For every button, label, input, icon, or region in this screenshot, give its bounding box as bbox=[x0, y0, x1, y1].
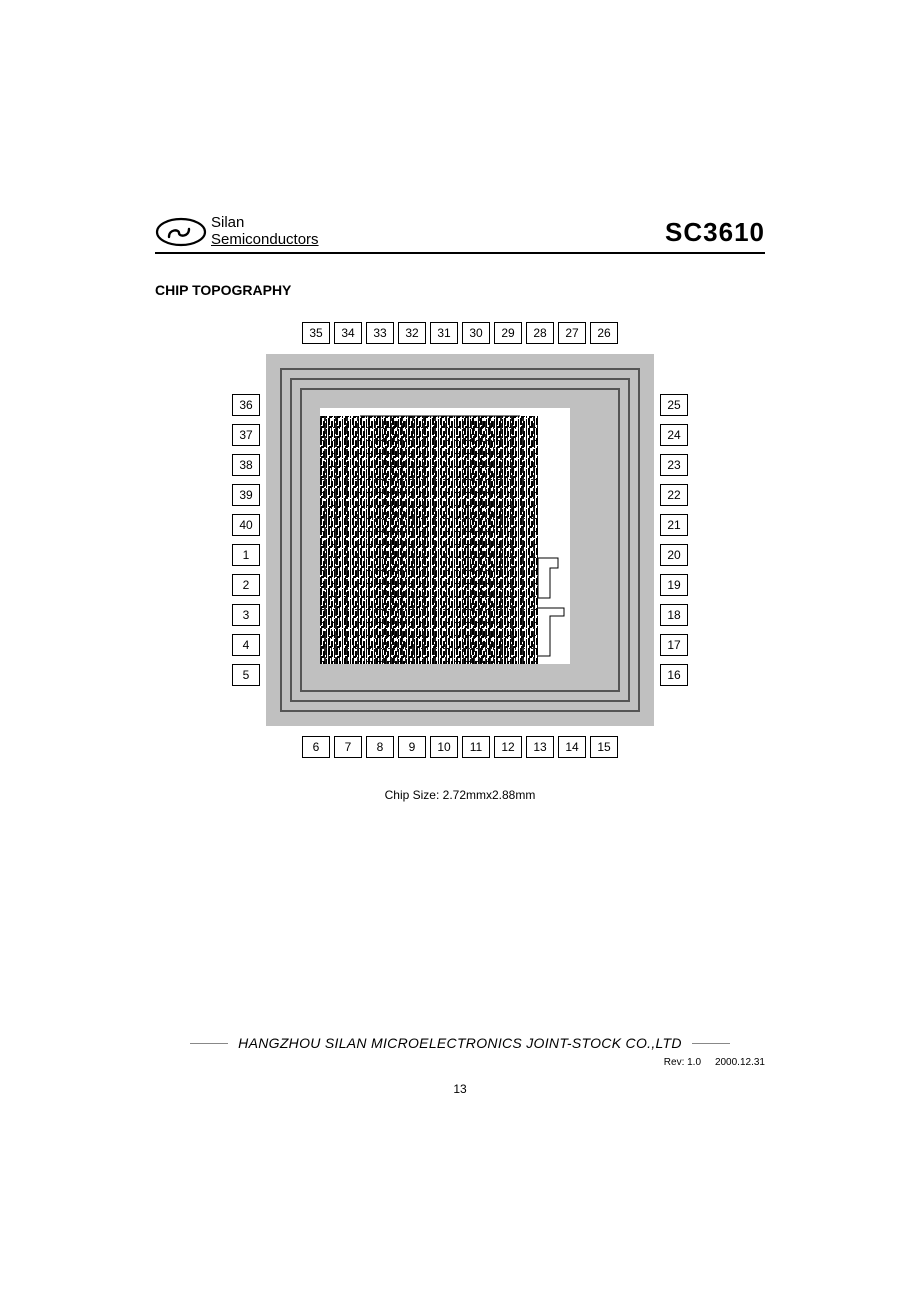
page-header: Silan Semiconductors SC3610 bbox=[155, 215, 765, 254]
pin-label: 7 bbox=[334, 736, 362, 758]
pin-label: 33 bbox=[366, 322, 394, 344]
chip-topography-figure: 35343332313029282726 363738394012345 bbox=[230, 322, 690, 802]
footer-rev-line: Rev: 1.0 2000.12.31 bbox=[155, 1057, 765, 1068]
pin-label: 6 bbox=[302, 736, 330, 758]
pin-label: 2 bbox=[232, 574, 260, 596]
chip-size-label: Chip Size: 2.72mmx2.88mm bbox=[230, 788, 690, 802]
part-number: SC3610 bbox=[665, 217, 765, 248]
pin-label: 40 bbox=[232, 514, 260, 536]
pin-label: 35 bbox=[302, 322, 330, 344]
pin-label: 39 bbox=[232, 484, 260, 506]
die-core bbox=[320, 408, 570, 664]
pin-label: 31 bbox=[430, 322, 458, 344]
pin-label: 23 bbox=[660, 454, 688, 476]
pin-label: 10 bbox=[430, 736, 458, 758]
pin-row-top: 35343332313029282726 bbox=[230, 322, 690, 344]
datasheet-page: Silan Semiconductors SC3610 CHIP TOPOGRA… bbox=[155, 215, 765, 802]
pin-label: 4 bbox=[232, 634, 260, 656]
footer-date: 2000.12.31 bbox=[715, 1057, 765, 1068]
page-number: 13 bbox=[155, 1082, 765, 1096]
footer-rev: Rev: 1.0 bbox=[664, 1057, 701, 1068]
pin-label: 34 bbox=[334, 322, 362, 344]
pin-label: 37 bbox=[232, 424, 260, 446]
footer-company: HANGZHOU SILAN MICROELECTRONICS JOINT-ST… bbox=[228, 1035, 692, 1051]
brand-line2: Semiconductors bbox=[211, 232, 319, 249]
pin-label: 38 bbox=[232, 454, 260, 476]
page-footer: HANGZHOU SILAN MICROELECTRONICS JOINT-ST… bbox=[155, 1035, 765, 1096]
die-layout-texture bbox=[320, 408, 570, 664]
pin-label: 3 bbox=[232, 604, 260, 626]
section-title: CHIP TOPOGRAPHY bbox=[155, 282, 765, 298]
pin-label: 8 bbox=[366, 736, 394, 758]
pin-label: 22 bbox=[660, 484, 688, 506]
pin-label: 24 bbox=[660, 424, 688, 446]
pin-label: 32 bbox=[398, 322, 426, 344]
pin-label: 11 bbox=[462, 736, 490, 758]
pin-label: 26 bbox=[590, 322, 618, 344]
brand-block: Silan Semiconductors bbox=[155, 215, 319, 248]
pin-label: 15 bbox=[590, 736, 618, 758]
pin-label: 1 bbox=[232, 544, 260, 566]
pin-label: 12 bbox=[494, 736, 522, 758]
pin-label: 9 bbox=[398, 736, 426, 758]
silan-logo-icon bbox=[155, 216, 207, 248]
pin-label: 5 bbox=[232, 664, 260, 686]
pin-label: 14 bbox=[558, 736, 586, 758]
pin-label: 19 bbox=[660, 574, 688, 596]
pin-label: 30 bbox=[462, 322, 490, 344]
chip-mid: 363738394012345 bbox=[230, 354, 690, 726]
brand-line1: Silan bbox=[211, 215, 319, 232]
pin-label: 27 bbox=[558, 322, 586, 344]
pin-label: 17 bbox=[660, 634, 688, 656]
brand-text: Silan Semiconductors bbox=[211, 215, 319, 248]
pin-label: 29 bbox=[494, 322, 522, 344]
pin-label: 28 bbox=[526, 322, 554, 344]
chip-die bbox=[266, 354, 654, 726]
pin-row-bottom: 6789101112131415 bbox=[230, 736, 690, 758]
pin-label: 20 bbox=[660, 544, 688, 566]
pin-label: 16 bbox=[660, 664, 688, 686]
pin-label: 13 bbox=[526, 736, 554, 758]
pin-label: 36 bbox=[232, 394, 260, 416]
pin-label: 25 bbox=[660, 394, 688, 416]
pin-col-right: 25 24 23 22 21 20 19 18 17 16 bbox=[660, 394, 688, 686]
pin-label: 18 bbox=[660, 604, 688, 626]
pin-col-left: 36 37 38 39 40 1 2 3 4 5 bbox=[232, 394, 260, 686]
pin-label: 21 bbox=[660, 514, 688, 536]
